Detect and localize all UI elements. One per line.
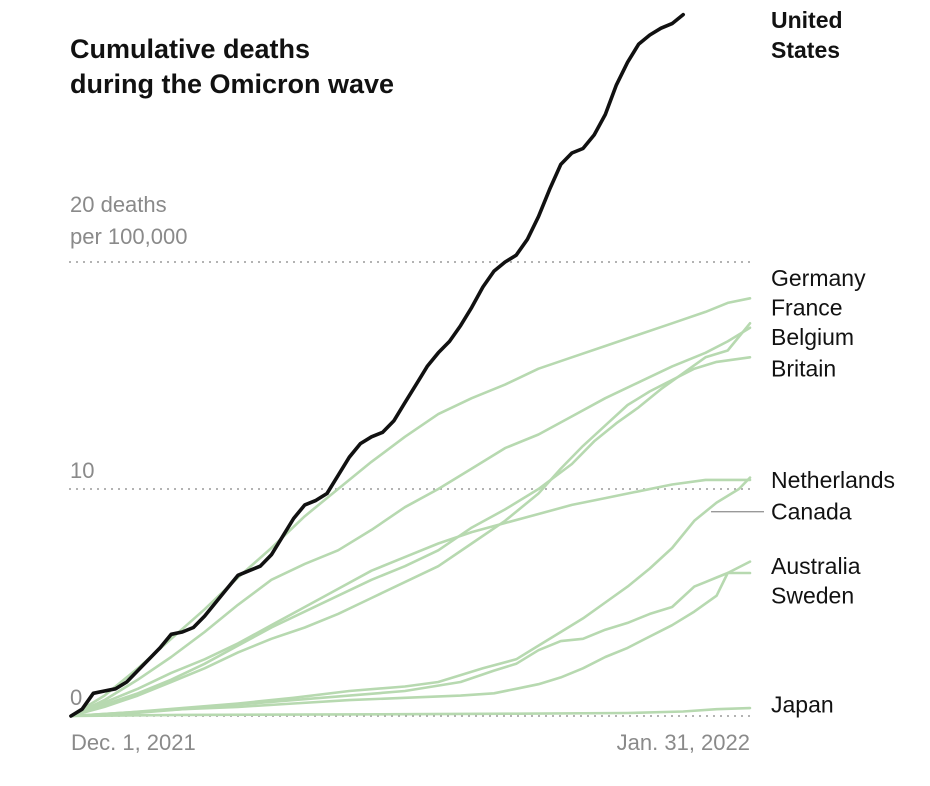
x-tick-1: Jan. 31, 2022 bbox=[617, 730, 750, 755]
x-tick-labels: Dec. 1, 2021 Jan. 31, 2022 bbox=[71, 730, 750, 755]
series-line-canada bbox=[69, 476, 752, 718]
series-line-netherlands bbox=[69, 478, 752, 718]
series-line-britain bbox=[69, 356, 752, 718]
series-line-france bbox=[69, 326, 752, 718]
series-line-australia bbox=[69, 560, 752, 718]
label-japan: Japan bbox=[771, 692, 834, 718]
series-line-united-states bbox=[69, 12, 685, 718]
series-line-japan bbox=[69, 706, 752, 718]
y-tick-0: 0 bbox=[70, 685, 82, 710]
y-tick-labels: 0 10 bbox=[70, 458, 94, 710]
label-canada: Canada bbox=[771, 499, 852, 525]
y-axis-label-line-1: 20 deaths bbox=[70, 192, 167, 217]
label-netherlands: Netherlands bbox=[771, 467, 895, 493]
label-france: France bbox=[771, 294, 843, 320]
label-germany: Germany bbox=[771, 265, 866, 291]
label-britain: Britain bbox=[771, 356, 836, 382]
chart-title-line-2: during the Omicron wave bbox=[70, 69, 394, 99]
series-labels: Japan Sweden Australia Canada Netherlands Bri… bbox=[711, 7, 895, 718]
label-australia: Australia bbox=[771, 553, 861, 579]
label-belgium: Belgium bbox=[771, 324, 854, 350]
label-sweden: Sweden bbox=[771, 583, 854, 609]
x-tick-0: Dec. 1, 2021 bbox=[71, 730, 196, 755]
series-line-germany bbox=[69, 297, 752, 718]
y-tick-10: 10 bbox=[70, 458, 94, 483]
series-line-sweden bbox=[69, 571, 752, 718]
chart-title-line-1: Cumulative deaths bbox=[70, 34, 310, 64]
series-lines bbox=[69, 12, 752, 718]
y-axis-label-line-2: per 100,000 bbox=[70, 224, 187, 249]
series-line-belgium bbox=[69, 322, 752, 718]
label-united-states: United States bbox=[771, 7, 843, 63]
